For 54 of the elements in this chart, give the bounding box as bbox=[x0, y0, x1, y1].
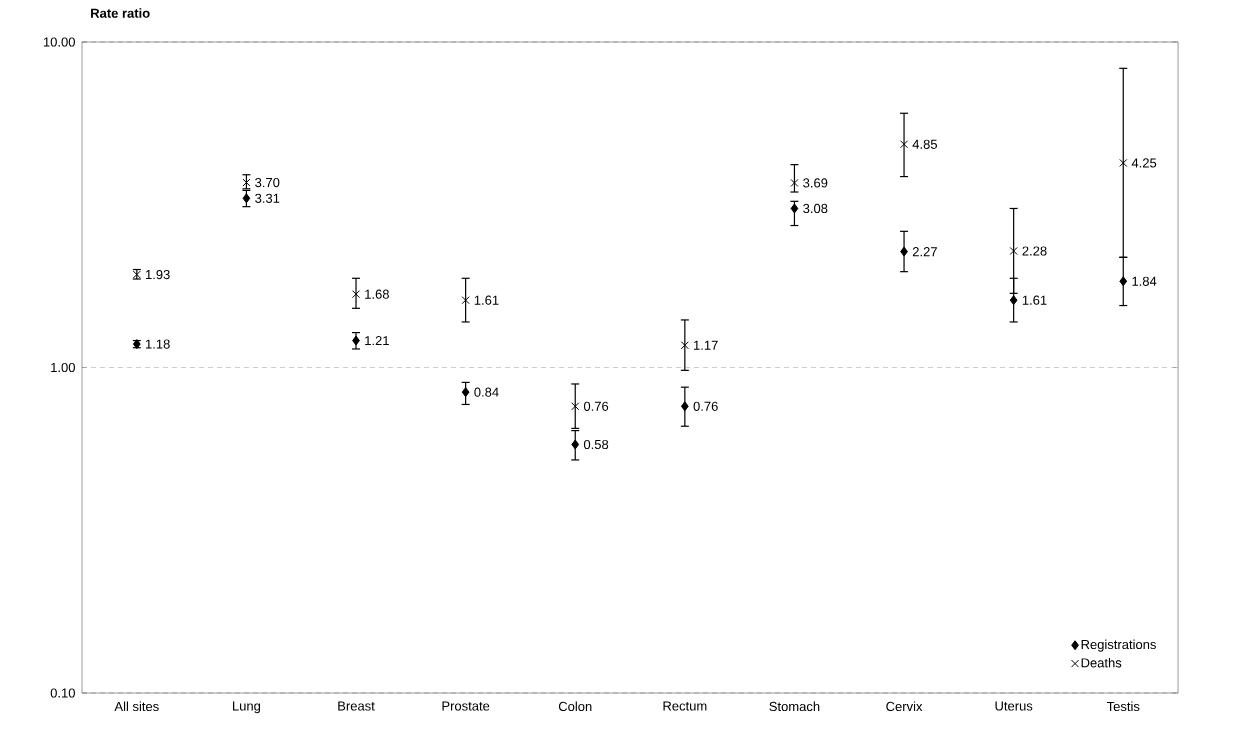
y-tick-label: 0.10 bbox=[50, 688, 75, 698]
x-tick-label: Testis bbox=[1106, 701, 1140, 712]
y-axis-title: Rate ratio bbox=[91, 8, 150, 18]
y-tick-label: 1.00 bbox=[51, 362, 75, 373]
point bbox=[242, 193, 251, 204]
point bbox=[461, 387, 470, 398]
point bbox=[352, 335, 360, 346]
point bbox=[900, 246, 908, 257]
data-label: 3.70 bbox=[255, 177, 280, 188]
x-tick-label: Uterus bbox=[995, 701, 1033, 711]
point bbox=[790, 203, 799, 214]
data-label: 4.85 bbox=[912, 139, 938, 149]
x-tick-label: Cervix bbox=[886, 701, 923, 712]
x-tick-label: Prostate bbox=[442, 701, 490, 711]
x-tick-label: Breast bbox=[338, 701, 375, 711]
x-tick-label: Lung bbox=[233, 701, 261, 714]
point bbox=[1009, 246, 1018, 256]
point bbox=[1009, 295, 1018, 306]
point bbox=[571, 402, 580, 411]
point bbox=[461, 296, 470, 305]
legend-label: Deaths bbox=[1081, 657, 1122, 668]
data-label: 0.84 bbox=[474, 387, 499, 397]
data-label: 1.61 bbox=[1022, 295, 1047, 305]
data-label: 4.25 bbox=[1131, 158, 1157, 168]
point bbox=[1119, 276, 1128, 287]
point bbox=[900, 140, 909, 149]
data-label: 1.93 bbox=[146, 269, 170, 280]
data-label: 2.28 bbox=[1022, 246, 1047, 256]
data-label: 1.84 bbox=[1132, 276, 1157, 286]
data-label: 1.21 bbox=[365, 336, 389, 346]
point bbox=[571, 439, 580, 450]
x-tick-label: Stomach bbox=[769, 701, 820, 712]
data-label: 0.76 bbox=[693, 401, 718, 411]
data-label: 1.61 bbox=[474, 295, 499, 305]
point bbox=[790, 178, 799, 187]
data-label: 3.69 bbox=[803, 178, 828, 188]
data-label: 1.18 bbox=[146, 339, 170, 349]
point bbox=[351, 290, 361, 299]
x-tick-label: Rectum bbox=[663, 701, 707, 711]
point bbox=[242, 178, 251, 187]
y-tick-label: 10.00 bbox=[43, 37, 75, 47]
data-label: 1.17 bbox=[694, 340, 718, 350]
x-tick-label: All sites bbox=[114, 701, 159, 712]
data-label: 1.68 bbox=[365, 289, 389, 299]
point bbox=[680, 401, 689, 412]
data-label: 3.31 bbox=[255, 193, 280, 203]
x-tick-label: Colon bbox=[558, 701, 592, 712]
legend-label: Registrations bbox=[1081, 639, 1156, 652]
data-label: 2.27 bbox=[912, 247, 937, 257]
point bbox=[680, 341, 689, 350]
point bbox=[1119, 158, 1128, 167]
data-label: 0.76 bbox=[583, 401, 609, 411]
data-label: 0.58 bbox=[583, 439, 609, 450]
data-label: 3.08 bbox=[803, 203, 828, 214]
